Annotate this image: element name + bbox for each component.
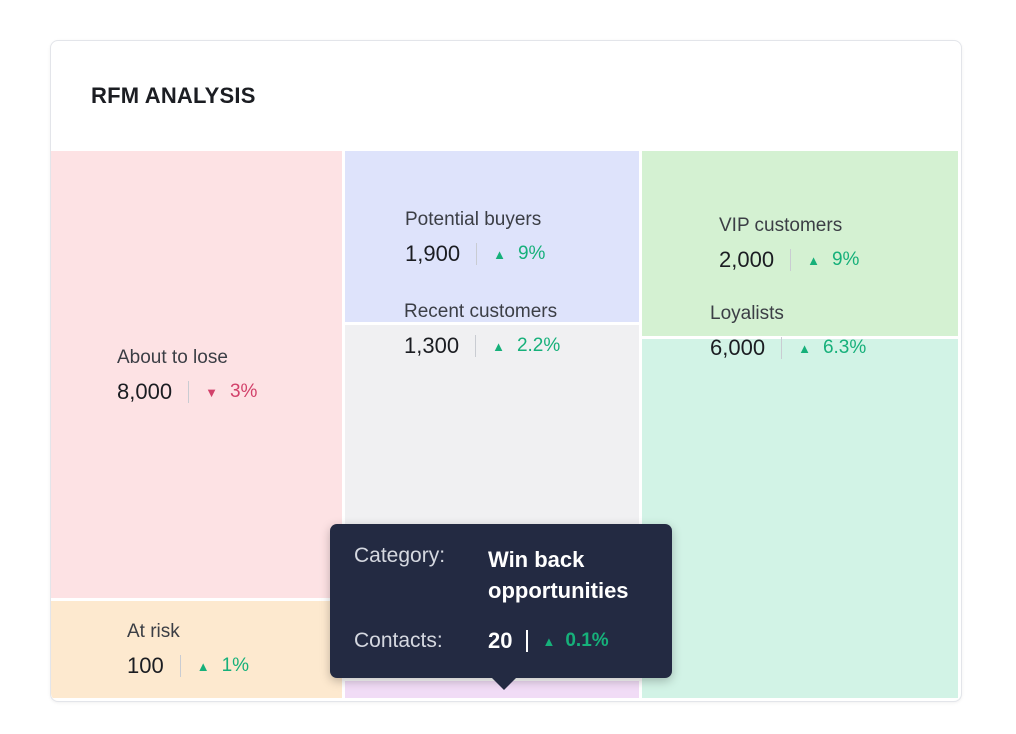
cell-value: 8,000 xyxy=(117,379,173,404)
cell-separator xyxy=(179,655,181,677)
tooltip-category-label: Category: xyxy=(354,544,446,567)
tooltip-category-row: Category: Win back opportunities xyxy=(354,544,658,606)
cell-label: Potential buyers xyxy=(405,209,542,230)
tooltip-contacts-label: Contacts: xyxy=(354,629,443,652)
tooltip-contacts-value: 20 xyxy=(488,628,513,653)
rfm-analysis-card: RFM ANALYSIS About to lose 8,000 ▼ 3% At ris… xyxy=(50,40,962,702)
treemap-cell-vip-customers[interactable]: VIP customers 2,000 ▲ 9% xyxy=(642,151,961,339)
cell-stats: 6,000 ▲ 6.3% xyxy=(710,335,866,361)
cell-label: About to lose xyxy=(117,347,228,368)
tooltip-category-value: Win back opportunities xyxy=(488,547,629,603)
cell-change: 9% xyxy=(831,249,860,270)
trend-up-icon: ▲ xyxy=(542,633,556,649)
cell-stats: 2,000 ▲ 9% xyxy=(719,247,859,273)
cell-value: 100 xyxy=(127,653,164,678)
trend-up-icon: ▲ xyxy=(492,338,505,354)
treemap-cell-about-to-lose[interactable]: About to lose 8,000 ▼ 3% xyxy=(51,151,345,601)
cell-change: 1% xyxy=(221,655,250,676)
cell-value: 2,000 xyxy=(719,247,775,272)
cell-separator xyxy=(188,381,190,403)
trend-up-icon: ▲ xyxy=(196,658,210,674)
cell-stats: 8,000 ▼ 3% xyxy=(117,379,257,405)
cell-label: Recent customers xyxy=(404,301,558,322)
treemap-cell-loyalists[interactable]: Loyalists 6,000 ▲ 6.3% xyxy=(642,303,961,701)
cell-change: 9% xyxy=(517,243,546,264)
rfm-treemap: About to lose 8,000 ▼ 3% At risk 100 ▲ 1% Potent… xyxy=(51,151,961,701)
tooltip-separator xyxy=(526,630,529,652)
cell-stats: 100 ▲ 1% xyxy=(127,653,249,679)
trend-down-icon: ▼ xyxy=(205,384,218,400)
treemap-cell-at-risk[interactable]: At risk 100 ▲ 1% xyxy=(51,601,345,701)
card-title: RFM ANALYSIS xyxy=(91,83,256,108)
cell-label: Loyalists xyxy=(710,303,784,324)
trend-up-icon: ▲ xyxy=(798,340,811,356)
cell-change: 6.3% xyxy=(822,337,867,358)
cell-separator xyxy=(790,249,792,271)
cell-change: 3% xyxy=(229,381,258,402)
treemap-cell-potential-buyers[interactable]: Potential buyers 1,900 ▲ 9% xyxy=(345,151,642,325)
cell-label: At risk xyxy=(127,621,180,642)
cell-label: VIP customers xyxy=(719,215,843,236)
tooltip-contacts-row: Contacts: 20 ▲ 0.1% xyxy=(354,628,609,654)
cell-separator xyxy=(476,243,478,265)
tooltip-change: 0.1% xyxy=(565,630,609,651)
segment-tooltip: Category: Win back opportunities Contact… xyxy=(330,524,672,690)
cell-value: 1,300 xyxy=(404,333,460,358)
cell-separator xyxy=(781,337,783,359)
cell-value: 6,000 xyxy=(710,335,766,360)
cell-stats: 1,900 ▲ 9% xyxy=(405,241,545,267)
cell-value: 1,900 xyxy=(405,241,461,266)
treemap-cell-win-back-opportunities[interactable]: Win back opportunities20▲0.1% xyxy=(345,681,642,701)
trend-up-icon: ▲ xyxy=(807,252,820,268)
trend-up-icon: ▲ xyxy=(493,246,506,262)
cell-change: 2.2% xyxy=(516,335,561,356)
cell-separator xyxy=(475,335,477,357)
cell-stats: 1,300 ▲ 2.2% xyxy=(404,333,560,359)
